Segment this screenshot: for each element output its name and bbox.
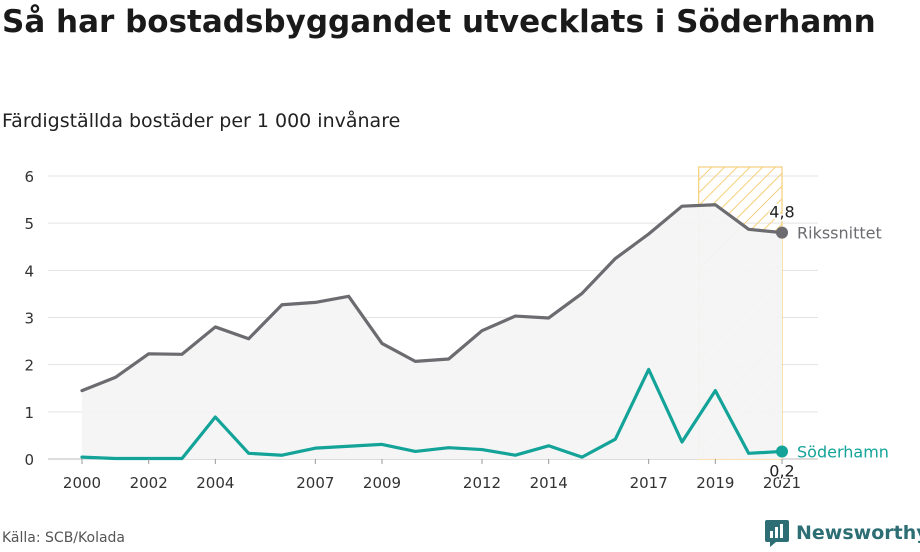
x-tick-label: 2014 (530, 474, 568, 492)
x-tick-label: 2000 (63, 474, 101, 492)
y-tick-label: 3 (24, 310, 34, 328)
series-end-point (776, 445, 788, 458)
x-tick-label: 2017 (630, 474, 668, 492)
series-end-value-label: 0,2 (769, 461, 794, 480)
source-note: Källa: SCB/Kolada (2, 530, 126, 546)
series-name-label: Rikssnittet (797, 224, 882, 243)
y-tick-label: 4 (24, 262, 34, 280)
x-tick-label: 2007 (296, 474, 334, 492)
y-tick-label: 2 (24, 357, 34, 375)
x-tick-label: 2009 (363, 474, 401, 492)
newsworthy-icon (765, 520, 789, 547)
series-end-value-label: 4,8 (769, 203, 794, 222)
y-tick-label: 5 (24, 215, 34, 233)
x-tick-label: 2019 (696, 474, 734, 492)
chart-subtitle: Färdigställda bostäder per 1 000 invånar… (2, 110, 401, 132)
series-line (80, 203, 784, 393)
y-tick-label: 0 (24, 451, 34, 469)
x-tick-label: 2002 (130, 474, 168, 492)
series-line (80, 367, 784, 461)
brand-logo: Newsworthy (764, 518, 920, 548)
series-end-point (776, 226, 788, 239)
series-name-label: Söderhamn (797, 442, 889, 461)
x-tick-label: 2021 (763, 474, 801, 492)
y-tick-label: 1 (24, 404, 34, 422)
x-tick-label: 2004 (196, 474, 234, 492)
x-tick-label: 2012 (463, 474, 501, 492)
y-tick-label: 6 (24, 168, 34, 186)
brand-name: Newsworthy (796, 522, 920, 544)
chart-title: Så har bostadsbyggandet utvecklats i Söd… (2, 4, 876, 40)
series-area (82, 204, 782, 459)
